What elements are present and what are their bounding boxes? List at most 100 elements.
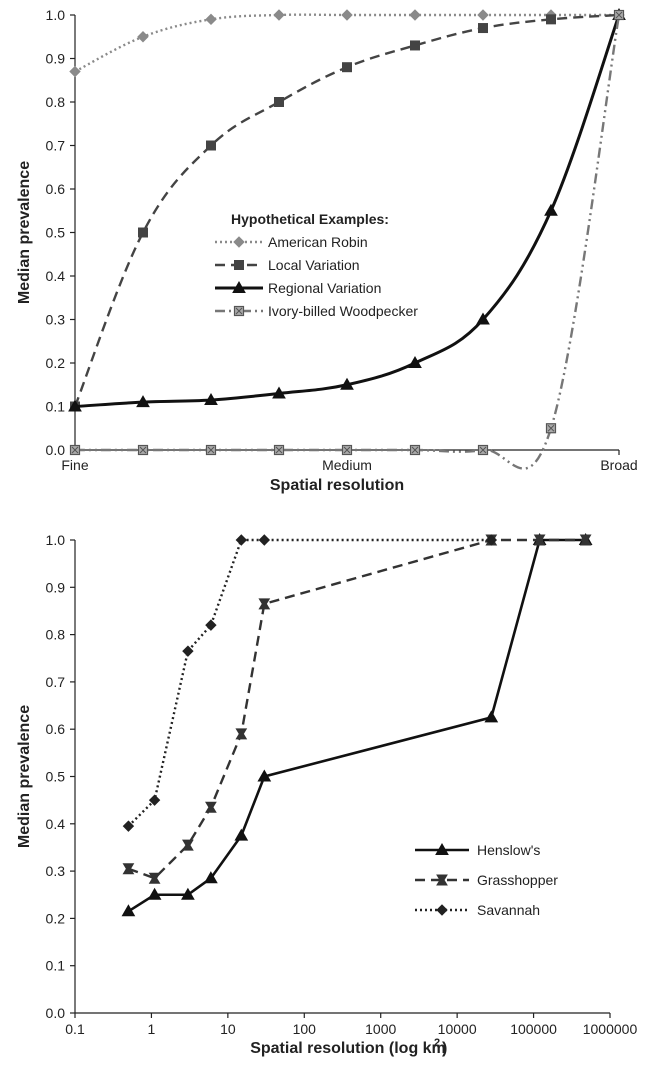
bottom-x-tick-label: 10 (220, 1021, 236, 1037)
top-data-point (137, 444, 149, 456)
bottom-x-tick-label: 10000 (438, 1021, 477, 1037)
bottom-data-point (148, 872, 161, 884)
top-data-point (409, 9, 421, 21)
top-y-tick-label: 0.9 (46, 51, 66, 67)
bottom-legend-label: Savannah (477, 902, 540, 918)
top-data-point (477, 444, 489, 456)
top-data-point (408, 355, 422, 368)
bottom-legend-label: Grasshopper (477, 872, 558, 888)
top-data-point (545, 423, 557, 434)
top-data-point (410, 40, 420, 51)
bottom-data-point (485, 534, 498, 546)
bottom-y-tick-label: 0.7 (46, 674, 66, 690)
top-data-point (341, 9, 353, 21)
top-data-point-cross (479, 446, 487, 454)
top-legend-label: American Robin (268, 234, 368, 250)
top-data-point-cross (343, 446, 351, 454)
bottom-x-axis-title: Spatial resolution (log km (250, 1040, 446, 1057)
bottom-x-tick-label: 0.1 (65, 1021, 85, 1037)
top-data-point (69, 444, 81, 456)
top-y-tick-label: 0.1 (46, 399, 66, 415)
top-y-tick-label: 0.2 (46, 355, 66, 371)
bottom-y-tick-label: 0.5 (46, 769, 66, 785)
top-data-point (476, 312, 490, 325)
bottom-legend-swatch-marker (436, 874, 448, 886)
top-data-point (272, 386, 286, 399)
bottom-data-point (258, 534, 271, 546)
top-legend: Hypothetical Examples: American Robin Loca… (215, 211, 418, 319)
bottom-series-henslow-s (121, 532, 593, 917)
bottom-data-point (204, 871, 218, 884)
top-series-line (74, 14, 621, 470)
top-data-point (273, 444, 285, 456)
top-data-point (340, 377, 354, 390)
top-x-tick-label: Fine (61, 457, 88, 473)
top-x-axis-title: Spatial resolution (270, 477, 404, 494)
top-data-point (341, 444, 353, 456)
top-legend-swatch-marker (234, 260, 244, 270)
top-data-point-cross (411, 446, 419, 454)
top-data-point (342, 62, 352, 73)
top-data-point (613, 9, 625, 21)
bottom-axes: 0.00.10.20.30.40.50.60.70.80.91.00.1 1 10 1… (16, 532, 637, 1057)
bottom-series-grasshopper (122, 534, 592, 884)
top-data-point (205, 444, 217, 456)
bottom-data-point (205, 801, 217, 813)
bottom-x-tick-label: 100000 (510, 1021, 557, 1037)
bottom-data-point (148, 794, 161, 806)
bottom-data-point (234, 828, 249, 841)
top-data-point (68, 399, 82, 412)
bottom-y-tick-label: 0.1 (46, 958, 66, 974)
bottom-x-tick-label: 1 (148, 1021, 156, 1037)
bottom-y-tick-label: 0.3 (46, 863, 66, 879)
bottom-x-axis-title-close: ) (442, 1040, 447, 1057)
top-legend-swatch-marker (233, 305, 245, 317)
top-data-point-cross (207, 446, 215, 454)
top-legend-title: Hypothetical Examples: (231, 211, 389, 227)
top-y-tick-label: 0.3 (46, 312, 66, 328)
bottom-x-tick-label: 1000000 (583, 1021, 638, 1037)
top-data-point (478, 23, 488, 34)
top-data-point (477, 9, 489, 21)
bottom-legend-swatch-marker (435, 842, 449, 855)
bottom-y-tick-label: 0.0 (46, 1005, 66, 1021)
bottom-x-tick-label: 1000 (365, 1021, 396, 1037)
bottom-series-line (127, 538, 492, 828)
bottom-y-tick-label: 0.6 (46, 721, 66, 737)
chart-bottom: 0.00.10.20.30.40.50.60.70.80.91.00.1 1 10 1… (16, 532, 637, 1057)
top-y-tick-label: 0.0 (46, 442, 66, 458)
top-y-tick-label: 0.7 (46, 138, 66, 154)
top-data-point-cross (615, 11, 623, 19)
top-legend-label: Local Variation (268, 257, 360, 273)
top-legend-label: Regional Variation (268, 280, 381, 296)
bottom-y-tick-label: 0.2 (46, 910, 66, 926)
top-data-point (136, 395, 150, 408)
top-y-tick-label: 0.8 (46, 94, 66, 110)
bottom-series-line (128, 538, 586, 880)
top-y-tick-label: 0.6 (46, 181, 66, 197)
bottom-data-point (122, 863, 135, 875)
bottom-legend: Henslow's Grasshopper Savannah (415, 842, 558, 918)
bottom-data-point (258, 598, 271, 610)
top-series-ivory-billed-woodpecker (69, 9, 625, 470)
bottom-x-axis-title-superscript: 2 (434, 1037, 440, 1049)
bottom-data-point (147, 887, 162, 900)
bottom-y-tick-label: 1.0 (46, 532, 66, 548)
top-data-point (274, 97, 284, 107)
top-y-tick-label: 0.4 (46, 268, 66, 284)
bottom-data-point (484, 710, 499, 723)
bottom-data-point (235, 534, 248, 546)
top-legend-swatch-marker (232, 280, 246, 293)
top-data-point (204, 392, 218, 405)
top-data-point (273, 9, 285, 21)
top-data-point (138, 227, 148, 238)
top-series-line (74, 13, 619, 73)
bottom-data-point (121, 904, 136, 917)
top-y-tick-label: 1.0 (46, 7, 66, 23)
top-data-point (69, 65, 81, 78)
top-axes: 0.0 0.1 0.2 0.3 0.4 0.5 0.6 0.7 0.8 0.9 1.0 Fine Med… (16, 7, 638, 494)
top-x-tick-label: Broad (600, 457, 637, 473)
top-data-point (137, 31, 149, 43)
top-data-point-cross (275, 446, 283, 454)
bottom-data-point (205, 619, 217, 631)
